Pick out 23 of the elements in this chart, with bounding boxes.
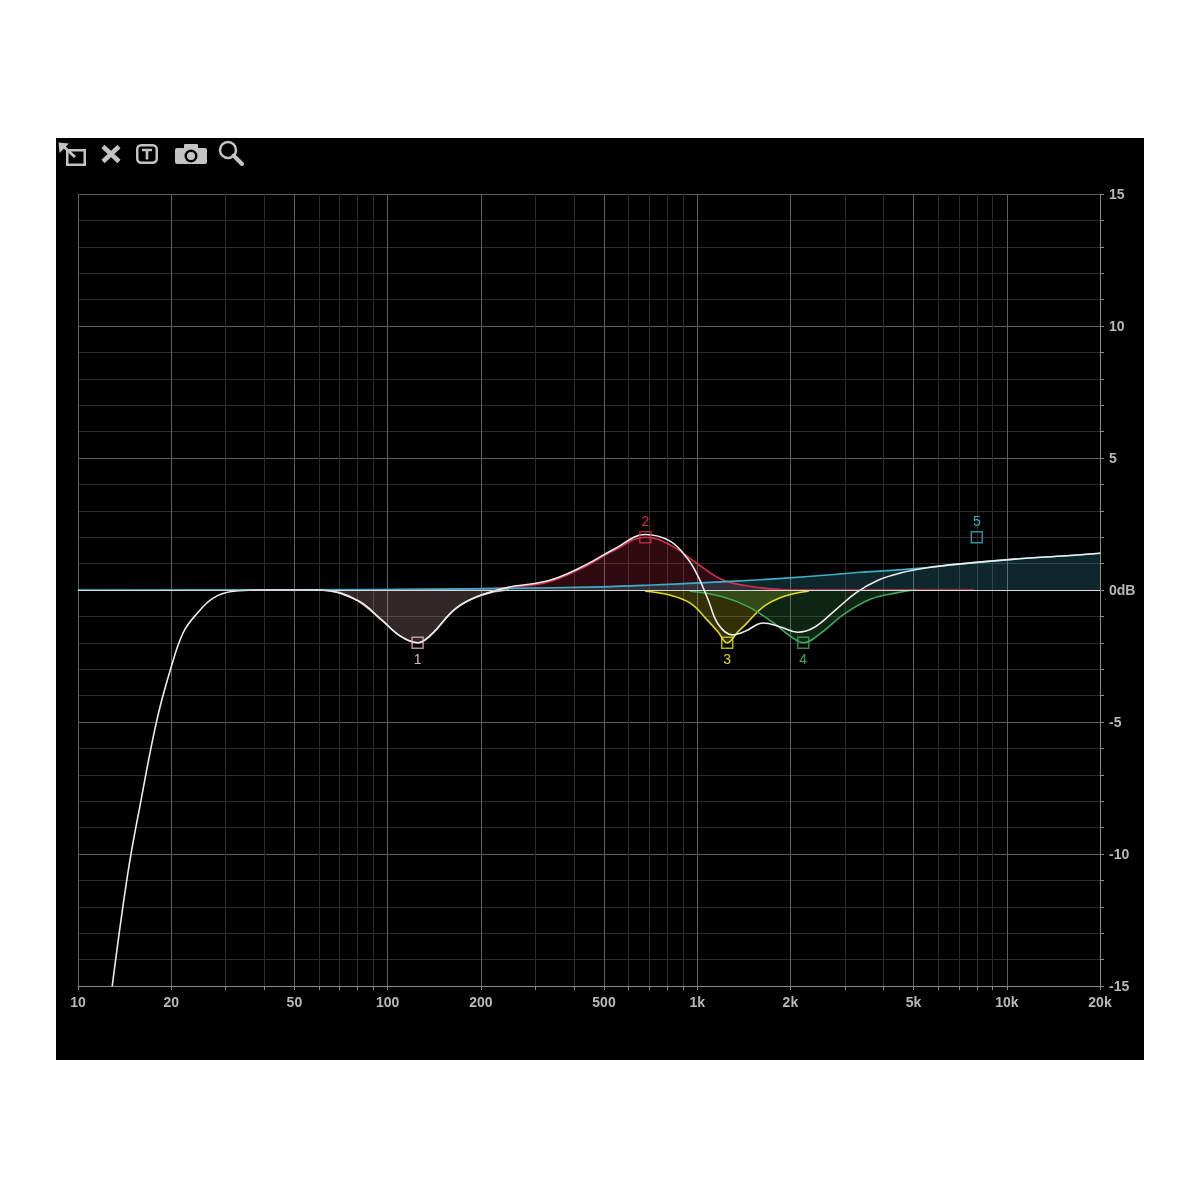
x-tick-label: 1k [689,994,706,1010]
annotation: 1 [413,650,422,667]
y-tick-label: 0dB [1109,582,1136,598]
x-tick-label: 5k [905,994,922,1010]
y-tick-label: -10 [1109,846,1130,862]
x-tick-label: 20 [163,994,180,1010]
x-tick-label: 200 [469,994,493,1010]
x-tick-label: 20k [1088,994,1112,1010]
annotation: 3 [723,650,732,667]
x-tick-label: 10k [995,994,1019,1010]
annotation: 5 [972,513,981,530]
annotation: 2 [641,513,650,530]
x-tick-label: 50 [286,994,303,1010]
x-tick-label: 2k [782,994,799,1010]
x-tick-label: 100 [375,994,400,1010]
y-tick-label: 15 [1109,186,1125,202]
y-tick-label: 5 [1109,450,1117,466]
y-tick-label: -5 [1109,714,1122,730]
y-tick-label: 10 [1109,318,1125,334]
y-tick-label: -15 [1109,978,1130,994]
annotation: 4 [799,650,808,667]
x-tick-label: 10 [70,994,86,1010]
x-tick-label: 500 [592,994,616,1010]
